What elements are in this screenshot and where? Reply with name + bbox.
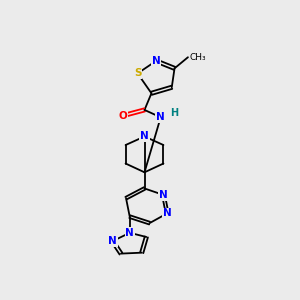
Text: N: N [125,228,134,238]
Text: N: N [163,208,172,218]
Text: N: N [140,131,149,142]
Text: O: O [118,111,127,121]
Text: N: N [156,112,165,122]
Text: N: N [159,190,168,200]
Text: CH₃: CH₃ [189,53,206,62]
Text: H: H [170,108,178,118]
Text: N: N [152,56,161,66]
Text: N: N [108,236,117,246]
Text: S: S [134,68,141,78]
